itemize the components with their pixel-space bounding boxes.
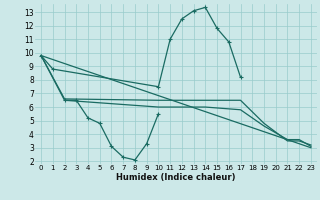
X-axis label: Humidex (Indice chaleur): Humidex (Indice chaleur) [116,173,236,182]
